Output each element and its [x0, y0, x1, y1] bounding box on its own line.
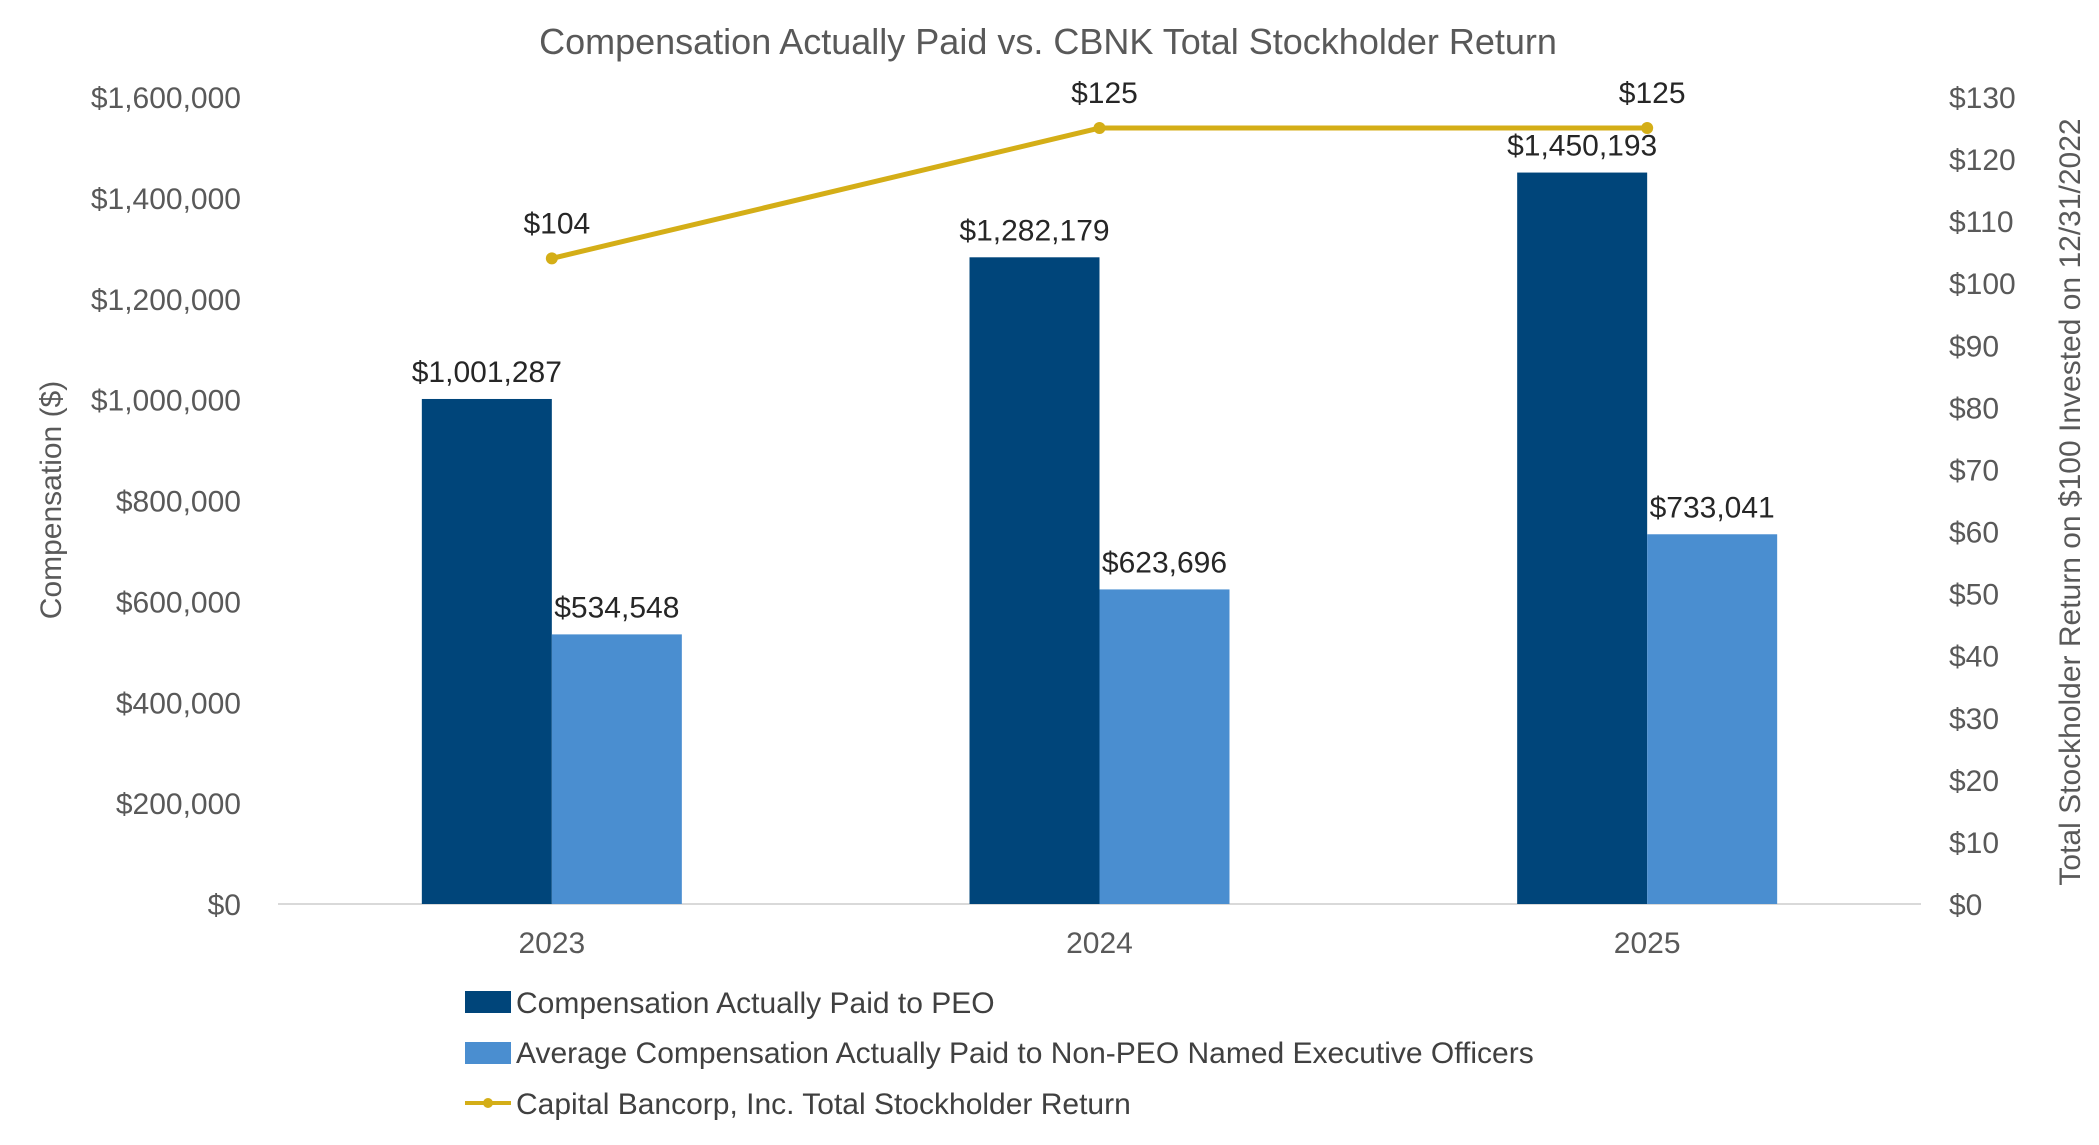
bar-peo-label: $1,282,179 — [959, 214, 1109, 247]
left-tick-label: $800,000 — [116, 486, 241, 519]
legend-swatch-peo — [465, 991, 511, 1013]
legend-swatch-non-peo — [465, 1042, 511, 1064]
left-tick-label: $400,000 — [116, 687, 241, 720]
left-tick-label: $200,000 — [116, 788, 241, 821]
right-tick-label: $70 — [1949, 454, 1999, 487]
legend-label-peo: Compensation Actually Paid to PEO — [516, 987, 995, 1020]
legend-label-tsr: Capital Bancorp, Inc. Total Stockholder … — [516, 1088, 1131, 1121]
chart-title: Compensation Actually Paid vs. CBNK Tota… — [539, 21, 1557, 62]
right-tick-label: $130 — [1949, 82, 2016, 115]
left-tick-label: $600,000 — [116, 586, 241, 619]
right-tick-label: $80 — [1949, 392, 1999, 425]
bar-peo-label: $1,450,193 — [1507, 130, 1657, 163]
tsr-point-label: $125 — [1619, 77, 1686, 110]
right-tick-label: $0 — [1949, 889, 1982, 922]
left-axis-ticks: $0 $200,000 $400,000 $600,000 $800,000 $1,000… — [91, 82, 241, 922]
right-tick-label: $120 — [1949, 144, 2016, 177]
data-labels-group: $1,001,287 $1,282,179 $1,450,193 $534,548 $6… — [412, 77, 1775, 624]
x-tick-label: 2025 — [1614, 927, 1681, 960]
bar-non-peo — [1099, 589, 1230, 904]
bar-non-peo — [1647, 534, 1778, 904]
left-tick-label: $1,600,000 — [91, 82, 241, 115]
x-axis-ticks: 2023 2024 2025 — [518, 927, 1680, 960]
right-tick-label: $40 — [1949, 641, 1999, 674]
left-tick-label: $1,000,000 — [91, 385, 241, 418]
x-tick-label: 2024 — [1066, 927, 1133, 960]
right-tick-label: $20 — [1949, 765, 1999, 798]
x-tick-label: 2023 — [518, 927, 585, 960]
right-tick-label: $30 — [1949, 703, 1999, 736]
legend-swatch-tsr-marker — [483, 1098, 493, 1108]
right-tick-label: $50 — [1949, 579, 1999, 612]
legend-label-non-peo: Average Compensation Actually Paid to No… — [516, 1037, 1534, 1070]
tsr-point — [1641, 122, 1654, 135]
tsr-point-label: $104 — [523, 207, 590, 240]
bar-peo — [421, 398, 552, 904]
tsr-point — [545, 252, 558, 265]
bar-peo — [969, 257, 1100, 904]
tsr-line-group — [545, 122, 1654, 265]
left-tick-label: $0 — [208, 889, 241, 922]
right-tick-label: $60 — [1949, 517, 1999, 550]
tsr-point-label: $125 — [1071, 77, 1138, 110]
right-tick-label: $100 — [1949, 268, 2016, 301]
bars-group — [421, 172, 1778, 904]
right-tick-label: $110 — [1949, 206, 2014, 239]
tsr-point — [1093, 122, 1106, 135]
right-axis-ticks: $0 $10 $20 $30 $40 $50 $60 $70 $80 $90 $100 $110 $12… — [1949, 82, 2016, 922]
bar-peo — [1517, 172, 1648, 904]
left-axis-title: Compensation ($) — [35, 381, 68, 619]
right-axis-title: Total Stockholder Return on $100 Investe… — [2054, 118, 2087, 885]
left-tick-label: $1,400,000 — [91, 183, 241, 216]
right-tick-label: $10 — [1949, 827, 1999, 860]
bar-peo-label: $1,001,287 — [412, 356, 562, 389]
left-tick-label: $1,200,000 — [91, 284, 241, 317]
bar-non-peo-label: $534,548 — [554, 591, 679, 624]
legend: Compensation Actually Paid to PEO Averag… — [465, 987, 1534, 1121]
bar-non-peo — [551, 634, 682, 904]
bar-non-peo-label: $623,696 — [1102, 546, 1227, 579]
bar-non-peo-label: $733,041 — [1650, 491, 1775, 524]
right-tick-label: $90 — [1949, 330, 1999, 363]
